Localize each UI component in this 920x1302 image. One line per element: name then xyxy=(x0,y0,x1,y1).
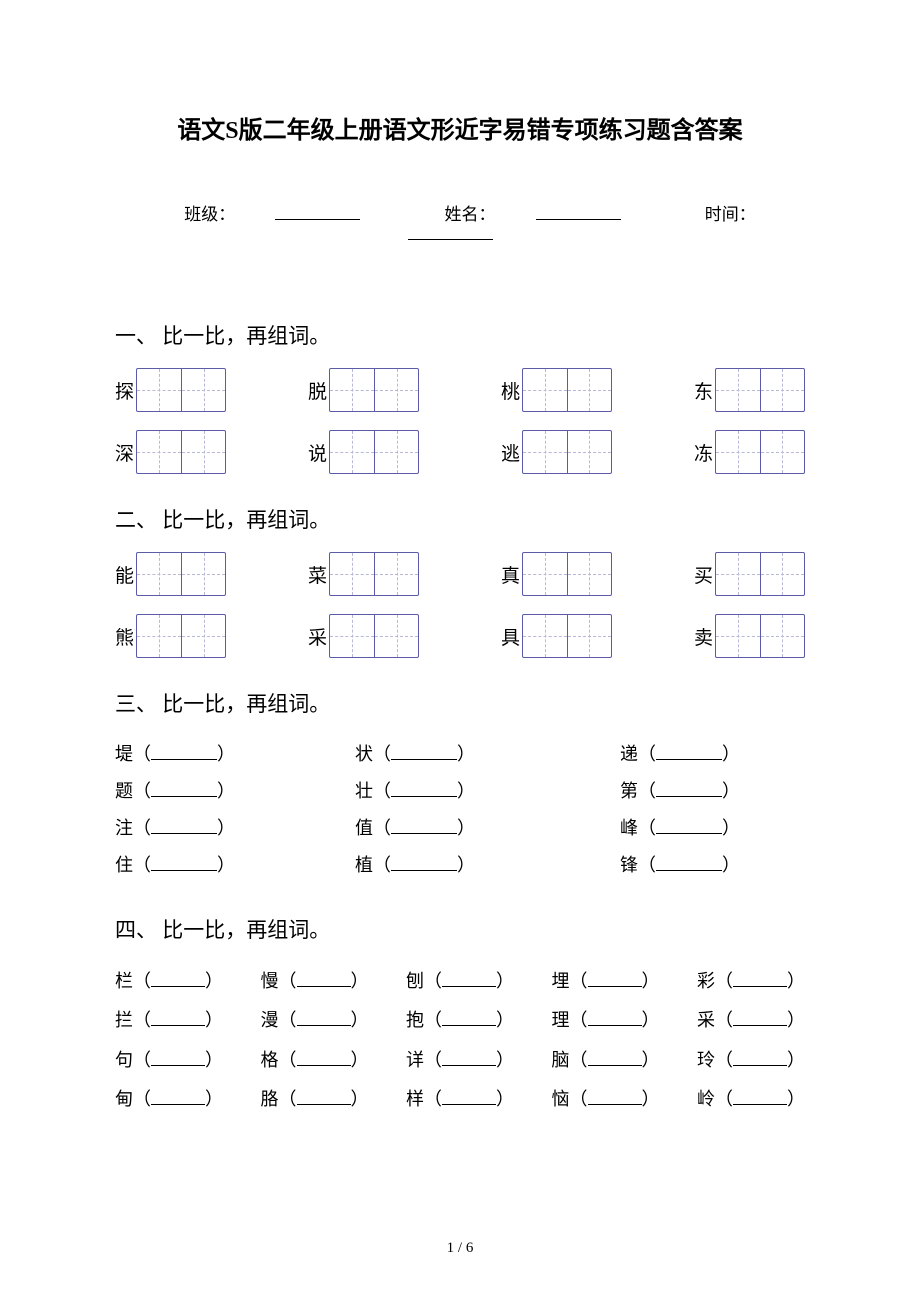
answer-blank[interactable] xyxy=(656,820,722,834)
box-item: 深 xyxy=(115,430,226,474)
tianzi-box[interactable] xyxy=(715,552,805,596)
answer-blank[interactable] xyxy=(151,783,217,797)
page-number: 1 / 6 xyxy=(0,1240,920,1257)
tianzi-box[interactable] xyxy=(522,368,612,412)
worksheet-page: 语文S版二年级上册语文形近字易错专项练习题含答案 班级： 姓名： 时间： 一、 … xyxy=(0,0,920,1302)
answer-blank[interactable] xyxy=(442,973,496,987)
answer-blank[interactable] xyxy=(733,1091,787,1105)
tianzi-box[interactable] xyxy=(136,614,226,658)
meta-line: 班级： 姓名： 时间： xyxy=(115,200,805,245)
answer-blank[interactable] xyxy=(733,973,787,987)
answer-blank[interactable] xyxy=(151,1091,205,1105)
box-item: 探 xyxy=(115,368,226,412)
section1-row2: 深 说 逃 冻 xyxy=(115,430,805,474)
answer-blank[interactable] xyxy=(151,973,205,987)
tianzi-box[interactable] xyxy=(329,368,419,412)
class-field: 班级： xyxy=(164,205,380,224)
answer-blank[interactable] xyxy=(442,1052,496,1066)
section4-head: 四、 比一比，再组词。 xyxy=(115,914,805,944)
paren-row: 句（） 格（） 详（） 脑（） 玲（） xyxy=(115,1041,805,1081)
tianzi-box[interactable] xyxy=(329,430,419,474)
paren-row: 住（） 植（） 锋（） xyxy=(115,847,805,884)
section3-head: 三、 比一比，再组词。 xyxy=(115,688,805,718)
section1-head: 一、 比一比，再组词。 xyxy=(115,320,805,350)
box-item: 能 xyxy=(115,552,226,596)
answer-blank[interactable] xyxy=(442,1012,496,1026)
section2-row1: 能 菜 真 买 xyxy=(115,552,805,596)
answer-blank[interactable] xyxy=(151,857,217,871)
tianzi-box[interactable] xyxy=(522,614,612,658)
document-title: 语文S版二年级上册语文形近字易错专项练习题含答案 xyxy=(115,110,805,145)
answer-blank[interactable] xyxy=(656,746,722,760)
paren-row: 甸（） 胳（） 样（） 恼（） 岭（） xyxy=(115,1080,805,1120)
paren-row: 拦（） 漫（） 抱（） 理（） 采（） xyxy=(115,1001,805,1041)
answer-blank[interactable] xyxy=(656,783,722,797)
section3-body: 堤（） 状（） 递（） 题（） 壮（） 第（） 注（） 值（） 峰（） 住（） … xyxy=(115,736,805,884)
box-item: 说 xyxy=(308,430,419,474)
box-item: 具 xyxy=(501,614,612,658)
box-item: 真 xyxy=(501,552,612,596)
tianzi-box[interactable] xyxy=(715,614,805,658)
section2-head: 二、 比一比，再组词。 xyxy=(115,504,805,534)
box-item: 东 xyxy=(694,368,805,412)
time-blank[interactable] xyxy=(408,225,493,240)
tianzi-box[interactable] xyxy=(715,368,805,412)
tianzi-box[interactable] xyxy=(136,552,226,596)
paren-row: 题（） 壮（） 第（） xyxy=(115,773,805,810)
answer-blank[interactable] xyxy=(733,1052,787,1066)
answer-blank[interactable] xyxy=(391,820,457,834)
class-blank[interactable] xyxy=(275,205,360,220)
box-item: 桃 xyxy=(501,368,612,412)
answer-blank[interactable] xyxy=(297,1091,351,1105)
tianzi-box[interactable] xyxy=(522,430,612,474)
box-item: 买 xyxy=(694,552,805,596)
tianzi-box[interactable] xyxy=(522,552,612,596)
answer-blank[interactable] xyxy=(391,783,457,797)
answer-blank[interactable] xyxy=(151,1052,205,1066)
answer-blank[interactable] xyxy=(391,857,457,871)
section2-row2: 熊 采 具 卖 xyxy=(115,614,805,658)
box-item: 冻 xyxy=(694,430,805,474)
box-item: 菜 xyxy=(308,552,419,596)
answer-blank[interactable] xyxy=(588,1012,642,1026)
answer-blank[interactable] xyxy=(297,1012,351,1026)
tianzi-box[interactable] xyxy=(329,552,419,596)
answer-blank[interactable] xyxy=(297,1052,351,1066)
box-item: 卖 xyxy=(694,614,805,658)
box-item: 采 xyxy=(308,614,419,658)
name-blank[interactable] xyxy=(536,205,621,220)
answer-blank[interactable] xyxy=(733,1012,787,1026)
box-item: 逃 xyxy=(501,430,612,474)
answer-blank[interactable] xyxy=(151,746,217,760)
section4-body: 栏（） 慢（） 刨（） 埋（） 彩（） 拦（） 漫（） 抱（） 理（） 采（） … xyxy=(115,962,805,1120)
section1-row1: 探 脱 桃 东 xyxy=(115,368,805,412)
answer-blank[interactable] xyxy=(442,1091,496,1105)
answer-blank[interactable] xyxy=(588,1091,642,1105)
tianzi-box[interactable] xyxy=(136,430,226,474)
answer-blank[interactable] xyxy=(151,1012,205,1026)
answer-blank[interactable] xyxy=(297,973,351,987)
tianzi-box[interactable] xyxy=(329,614,419,658)
paren-row: 堤（） 状（） 递（） xyxy=(115,736,805,773)
tianzi-box[interactable] xyxy=(136,368,226,412)
paren-row: 注（） 值（） 峰（） xyxy=(115,810,805,847)
box-item: 脱 xyxy=(308,368,419,412)
answer-blank[interactable] xyxy=(391,746,457,760)
name-field: 姓名： xyxy=(425,205,641,224)
tianzi-box[interactable] xyxy=(715,430,805,474)
answer-blank[interactable] xyxy=(656,857,722,871)
answer-blank[interactable] xyxy=(588,1052,642,1066)
paren-row: 栏（） 慢（） 刨（） 埋（） 彩（） xyxy=(115,962,805,1002)
answer-blank[interactable] xyxy=(151,820,217,834)
answer-blank[interactable] xyxy=(588,973,642,987)
box-item: 熊 xyxy=(115,614,226,658)
